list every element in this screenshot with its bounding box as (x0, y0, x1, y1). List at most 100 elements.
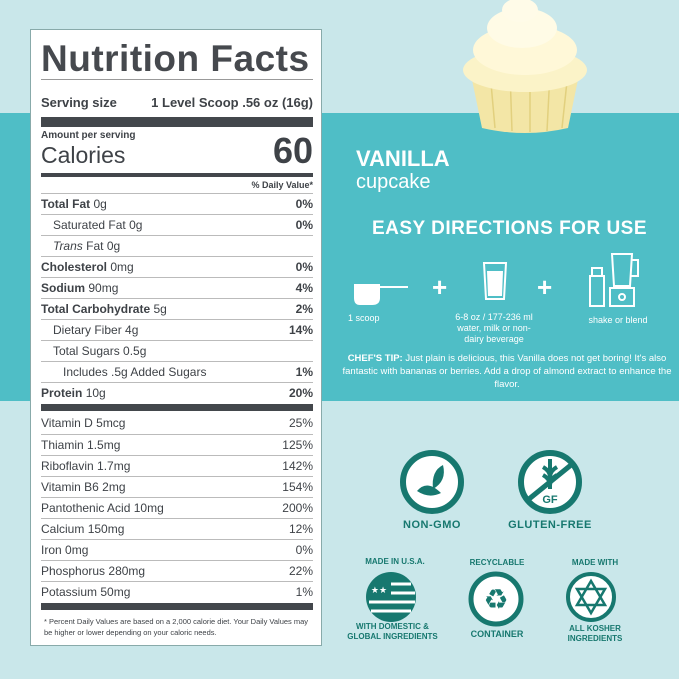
vitamin-name: Thiamin 1.5mg (41, 435, 120, 455)
vitamin-label: Calcium (41, 522, 85, 536)
non-gmo-label: NON-GMO (403, 519, 461, 531)
nutrient-name: Total Sugars 0.5g (41, 341, 146, 361)
nutrient-dv: 0% (295, 260, 313, 274)
amount-per-serving: Amount per serving (41, 130, 136, 141)
vitamin-dv: 200% (282, 501, 313, 515)
vitamin-name: Iron 0mg (41, 540, 88, 560)
nutrient-dv: 0% (295, 197, 313, 211)
calories-row: Calories 60 (41, 133, 313, 169)
nutrient-name: Saturated Fat 0g (41, 215, 142, 235)
tip-text: Just plain is delicious, this Vanilla do… (342, 353, 672, 390)
recyclable-top-label: RECYCLABLE (469, 558, 525, 567)
nutrient-amount: 0.5g (123, 344, 147, 358)
nutrient-row: Includes .5g Added Sugars 1% (41, 361, 313, 382)
vitamin-amount: 5mcg (96, 416, 126, 430)
kosher-top-label: MADE WITH (571, 558, 619, 567)
nutrient-dv: 4% (295, 281, 313, 295)
nutrient-row: Saturated Fat 0g 0% (41, 214, 313, 235)
gluten-free-icon: GF (518, 450, 582, 514)
serving-size-row: Serving size 1 Level Scoop .56 oz (16g) (41, 95, 313, 115)
nutrient-name: Total Carbohydrate 5g (41, 299, 167, 319)
nutrient-row: Protein 10g 20% (41, 382, 313, 403)
vitamin-label: Vitamin D (41, 416, 93, 430)
vitamin-label: Vitamin B6 (41, 480, 99, 494)
nutrient-label: Saturated Fat (53, 218, 126, 232)
nutrition-facts-label: Nutrition Facts Serving size 1 Level Sco… (30, 29, 322, 646)
nutrient-row: Total Sugars 0.5g (41, 340, 313, 361)
vitamin-name: Riboflavin 1.7mg (41, 456, 130, 476)
nutrient-label: Total Sugars (53, 344, 120, 358)
directions-title: EASY DIRECTIONS FOR USE (371, 218, 648, 239)
vitamin-label: Phosphorus (41, 564, 106, 578)
vitamin-name: Potassium 50mg (41, 582, 130, 602)
thick-divider (41, 603, 313, 610)
vitamin-row: Phosphorus 280mg 22% (41, 560, 313, 581)
nutrient-label: Cholesterol (41, 260, 108, 274)
nutrient-row: Dietary Fiber 4g 14% (41, 319, 313, 340)
star-of-david-icon (566, 572, 616, 622)
vitamin-row: Vitamin B6 2mg 154% (41, 476, 313, 497)
usa-flag-icon: ★★ (366, 572, 416, 622)
nutrient-amount: 0g (106, 239, 121, 253)
nutrient-amount: 90mg (88, 281, 119, 295)
vitamin-name: Calcium 150mg (41, 519, 124, 539)
nutrient-name: Trans Fat 0g (41, 236, 120, 256)
vitamin-dv: 154% (282, 480, 313, 494)
vitamin-row: Potassium 50mg 1% (41, 581, 313, 602)
step-scoop: 1 scoop (348, 313, 380, 323)
vitamin-row: Iron 0mg 0% (41, 539, 313, 560)
nutrient-label: Includes .5g Added Sugars (63, 365, 207, 379)
nutrient-row: Cholesterol 0mg 0% (41, 256, 313, 277)
vitamin-amount: 150mg (87, 522, 125, 536)
nutrient-amount: 0mg (110, 260, 134, 274)
vitamin-row: Calcium 150mg 12% (41, 518, 313, 539)
calories-label: Calories (41, 142, 126, 168)
label-title: Nutrition Facts (41, 38, 310, 79)
flavor-title: VANILLA cupcake (356, 146, 450, 192)
medium-divider (41, 173, 313, 177)
vitamin-dv: 25% (288, 416, 313, 430)
usa-top-label: MADE IN U.S.A. (365, 557, 425, 566)
vitamin-name: Vitamin B6 2mg (41, 477, 126, 497)
footnote: * Percent Daily Values are based on a 2,… (44, 617, 309, 637)
nutrient-label: Protein (41, 386, 83, 400)
vitamin-label: Iron (41, 543, 62, 557)
scoop-icon (354, 284, 408, 305)
gluten-free-label: GLUTEN-FREE (508, 519, 592, 531)
nutrient-amount: 5g (153, 302, 167, 316)
nutrient-row: Total Carbohydrate 5g 2% (41, 298, 313, 319)
cupcake-image (463, 0, 587, 133)
nutrient-dv: 14% (288, 323, 313, 337)
vitamin-amount: 0mg (65, 543, 89, 557)
vitamin-name: Vitamin D 5mcg (41, 413, 125, 434)
tip-label: CHEF'S TIP: (347, 353, 403, 364)
serving-label: Serving size (41, 95, 117, 110)
nutrient-dv: 0% (295, 218, 313, 232)
vitamin-dv: 0% (295, 543, 313, 557)
svg-text:★★: ★★ (371, 585, 387, 595)
serving-value: 1 Level Scoop .56 oz (16g) (151, 95, 313, 110)
vitamin-label: Pantothenic Acid (41, 501, 131, 515)
nutrient-name: Cholesterol 0mg (41, 257, 134, 277)
vitamin-list: Vitamin D 5mcg 25% Thiamin 1.5mg 125% Ribofl… (41, 413, 313, 602)
vitamin-row: Pantothenic Acid 10mg 200% (41, 497, 313, 518)
usa-bottom-label: WITH DOMESTIC & GLOBAL INGREDIENTS (347, 622, 438, 641)
recycle-icon: ♻ (468, 571, 524, 627)
blender-icon (589, 253, 639, 307)
vitamin-label: Thiamin (41, 438, 84, 452)
nutrient-amount: 0g (129, 218, 143, 232)
nutrient-label: Total Fat (41, 197, 91, 211)
nutrient-amount: 4g (125, 323, 139, 337)
vitamin-dv: 142% (282, 459, 313, 473)
step-blend: shake or blend (588, 315, 648, 325)
nutrient-row: Trans Fat 0g (41, 235, 313, 256)
vitamin-dv: 12% (288, 522, 313, 536)
vitamin-amount: 1.7mg (97, 459, 131, 473)
thick-divider (41, 404, 313, 411)
gf-mark: GF (542, 494, 558, 506)
nutrient-amount: 10g (85, 386, 106, 400)
nutrient-list: Total Fat 0g 0% Saturated Fat 0g 0% Trans Fa… (41, 193, 313, 403)
vitamin-amount: 2mg (102, 480, 126, 494)
vitamin-row: Riboflavin 1.7mg 142% (41, 455, 313, 476)
nutrient-label: Total Carbohydrate (41, 302, 151, 316)
